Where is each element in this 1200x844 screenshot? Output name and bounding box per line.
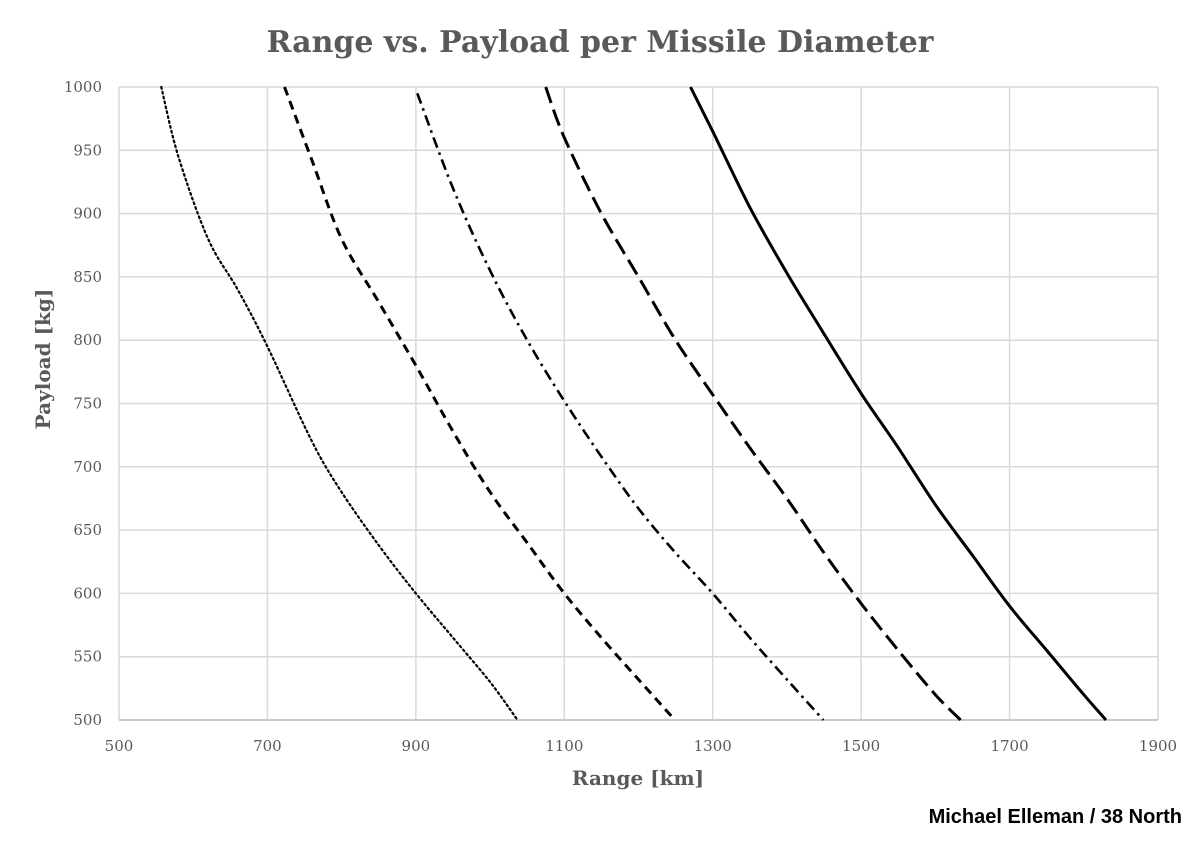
tick-labels: 500 550 600 650 700 750 800 850 900 950 1000 500 700… <box>64 78 1177 755</box>
y-tick-label: 550 <box>73 648 102 666</box>
y-tick-label: 800 <box>73 331 102 349</box>
y-tick-label: 500 <box>73 711 102 729</box>
x-tick-label: 900 <box>402 737 431 755</box>
y-tick-label: 950 <box>73 141 102 159</box>
y-tick-label: 750 <box>73 395 102 413</box>
x-tick-label: 700 <box>253 737 282 755</box>
series-line-dash-dot <box>416 92 825 721</box>
x-tick-label: 1100 <box>545 737 583 755</box>
y-tick-label: 900 <box>73 205 102 223</box>
y-tick-label: 1000 <box>64 78 102 96</box>
y-tick-label: 700 <box>73 458 102 476</box>
series-line-dotted <box>160 85 519 722</box>
series-group <box>160 85 1108 722</box>
y-tick-label: 600 <box>73 584 102 602</box>
x-tick-label: 1300 <box>694 737 732 755</box>
series-line-short-dash <box>283 86 677 722</box>
series-line-solid <box>689 86 1108 721</box>
x-tick-label: 1500 <box>842 737 880 755</box>
y-axis-label: Payload [kg] <box>31 289 55 430</box>
x-tick-label: 1700 <box>990 737 1028 755</box>
x-axis-label: Range [km] <box>572 766 704 790</box>
chart-title: Range vs. Payload per Missile Diameter <box>267 25 935 60</box>
credit-text: Michael Elleman / 38 North <box>928 806 1182 828</box>
y-tick-label: 650 <box>73 521 102 539</box>
y-tick-label: 850 <box>73 268 102 286</box>
x-tick-label: 500 <box>105 737 134 755</box>
grid <box>118 86 1159 721</box>
x-tick-label: 1900 <box>1139 737 1177 755</box>
